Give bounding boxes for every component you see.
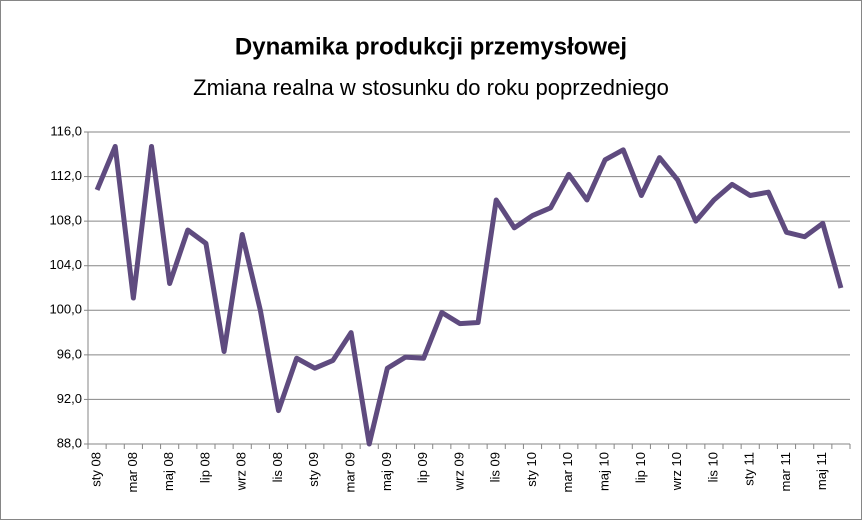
x-tick-label: maj 08	[161, 452, 176, 491]
y-tick-label: 100,0	[49, 302, 82, 317]
x-tick-label: maj 10	[597, 452, 612, 491]
y-tick-label: 116,0	[50, 123, 82, 138]
x-tick-label: lis 10	[705, 452, 720, 482]
y-tick-label: 108,0	[49, 213, 82, 228]
x-tick-label: lip 08	[197, 452, 212, 483]
line-series	[94, 143, 844, 447]
y-tick-label: 92,0	[57, 391, 82, 406]
x-tick-label: wrz 09	[451, 452, 466, 491]
x-tick-label: sty 08	[89, 452, 104, 487]
x-tick-label: lis 09	[488, 452, 503, 482]
x-tick-label: maj 09	[379, 452, 394, 491]
chart-subtitle: Zmiana realna w stosunku do roku poprzed…	[193, 75, 669, 100]
x-tick-label: mar 09	[343, 452, 358, 492]
x-tick-label: mar 08	[125, 452, 140, 492]
chart-title: Dynamika produkcji przemysłowej	[235, 33, 627, 60]
y-tick-label: 88,0	[57, 435, 82, 450]
x-tick-label: wrz 10	[669, 452, 684, 491]
x-tick-label: sty 11	[742, 452, 757, 486]
x-tick-label: lip 09	[415, 452, 430, 483]
y-tick-label: 112,0	[50, 168, 82, 183]
x-tick-label: mar 10	[560, 452, 575, 492]
x-tick-label: lip 10	[633, 452, 648, 483]
x-tick-label: sty 09	[306, 452, 321, 487]
y-tick-label: 104,0	[49, 257, 82, 272]
x-tick-label: sty 10	[524, 452, 539, 487]
x-tick-label: mar 11	[778, 452, 793, 492]
y-tick-label: 96,0	[57, 346, 82, 361]
x-tick-label: wrz 08	[234, 452, 249, 491]
x-tick-label: lis 08	[270, 452, 285, 482]
x-tick-label: maj 11	[814, 452, 829, 490]
